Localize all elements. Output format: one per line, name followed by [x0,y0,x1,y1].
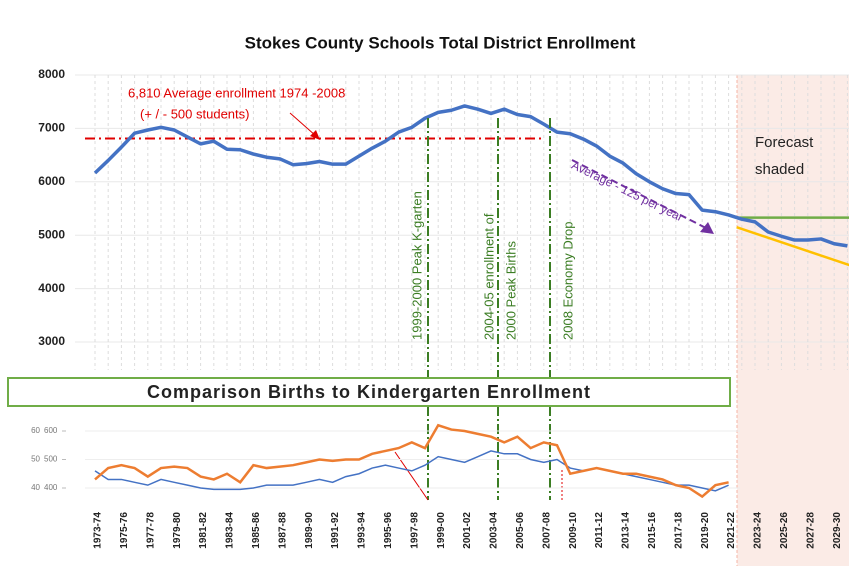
x-tick-label: 1985-86 [251,512,262,549]
inset-y2-tick: 400 [44,483,58,492]
x-tick-label: 2025-26 [779,512,790,549]
x-tick-label: 2029-30 [832,512,843,549]
x-tick-label: 2011-12 [594,512,605,549]
x-tick-label: 1977-78 [145,512,156,549]
x-tick-label: 1993-94 [357,512,368,549]
pointer [289,112,317,137]
inset-title-box [7,377,731,407]
y-tick-label: 4000 [38,281,65,295]
event-label: 2008 Economy Drop [560,221,575,340]
x-tick-label: 2015-16 [647,512,658,549]
forecast-line [736,226,849,267]
forecast-shade [737,75,849,566]
inset-y2-tick: 600 [44,426,58,435]
annotation: Forecast [755,134,814,151]
x-tick-label: 2021-22 [726,512,737,549]
x-tick-label: 1983-84 [225,512,236,549]
x-tick-label: 2013-14 [621,512,632,549]
inset-y-tick: 60 [31,426,40,435]
x-tick-label: 2009-10 [568,512,579,549]
chart-title: Stokes County Schools Total District Enr… [245,33,636,52]
y-tick-label: 5000 [38,227,65,241]
x-tick-label: 2027-28 [805,512,816,549]
line [94,423,729,499]
x-tick-label: 1973-74 [93,512,104,549]
x-tick-label: 2019-20 [700,512,711,549]
event-label: 2000 Peak Births [503,240,518,340]
x-tick-label: 1979-80 [172,512,183,549]
x-tick-label: 1995-96 [383,512,394,549]
annotation: shaded [755,161,804,178]
x-tick-label: 2001-02 [462,512,473,549]
x-tick-label: 2003-04 [489,512,500,549]
line [93,104,848,248]
trend-arrow [571,159,707,229]
x-tick-label: 2005-06 [515,512,526,549]
annotation: (+ / - 500 students) [140,106,249,121]
x-tick-label: 1997-98 [409,512,420,549]
x-tick-label: 1981-82 [198,512,209,549]
event-label: 2004-05 enrollment of [481,213,496,340]
arrow-head [310,130,320,140]
event-label: 1999-2000 Peak K-garten [409,191,424,340]
inset-title: Comparison Births to Kindergarten Enroll… [147,382,591,402]
y-tick-label: 3000 [38,334,65,348]
inset-y2-tick: 500 [44,455,58,464]
x-tick-label: 2023-24 [753,512,764,549]
x-tick-label: 2007-08 [541,512,552,549]
x-tick-label: 1999-00 [436,512,447,549]
inset-y-tick: 50 [31,455,40,464]
inset-y-tick: 40 [31,483,40,492]
x-tick-label: 2017-18 [673,512,684,549]
y-tick-label: 8000 [38,67,65,81]
x-tick-label: 1987-88 [277,512,288,549]
annotation: 6,810 Average enrollment 1974 -2008 [128,85,345,100]
x-tick-label: 1991-92 [330,512,341,549]
y-tick-label: 7000 [38,121,65,135]
arrow-head [700,222,714,234]
x-tick-label: 1989-90 [304,512,315,549]
x-tick-label: 1975-76 [119,512,130,549]
y-tick-label: 6000 [38,174,65,188]
